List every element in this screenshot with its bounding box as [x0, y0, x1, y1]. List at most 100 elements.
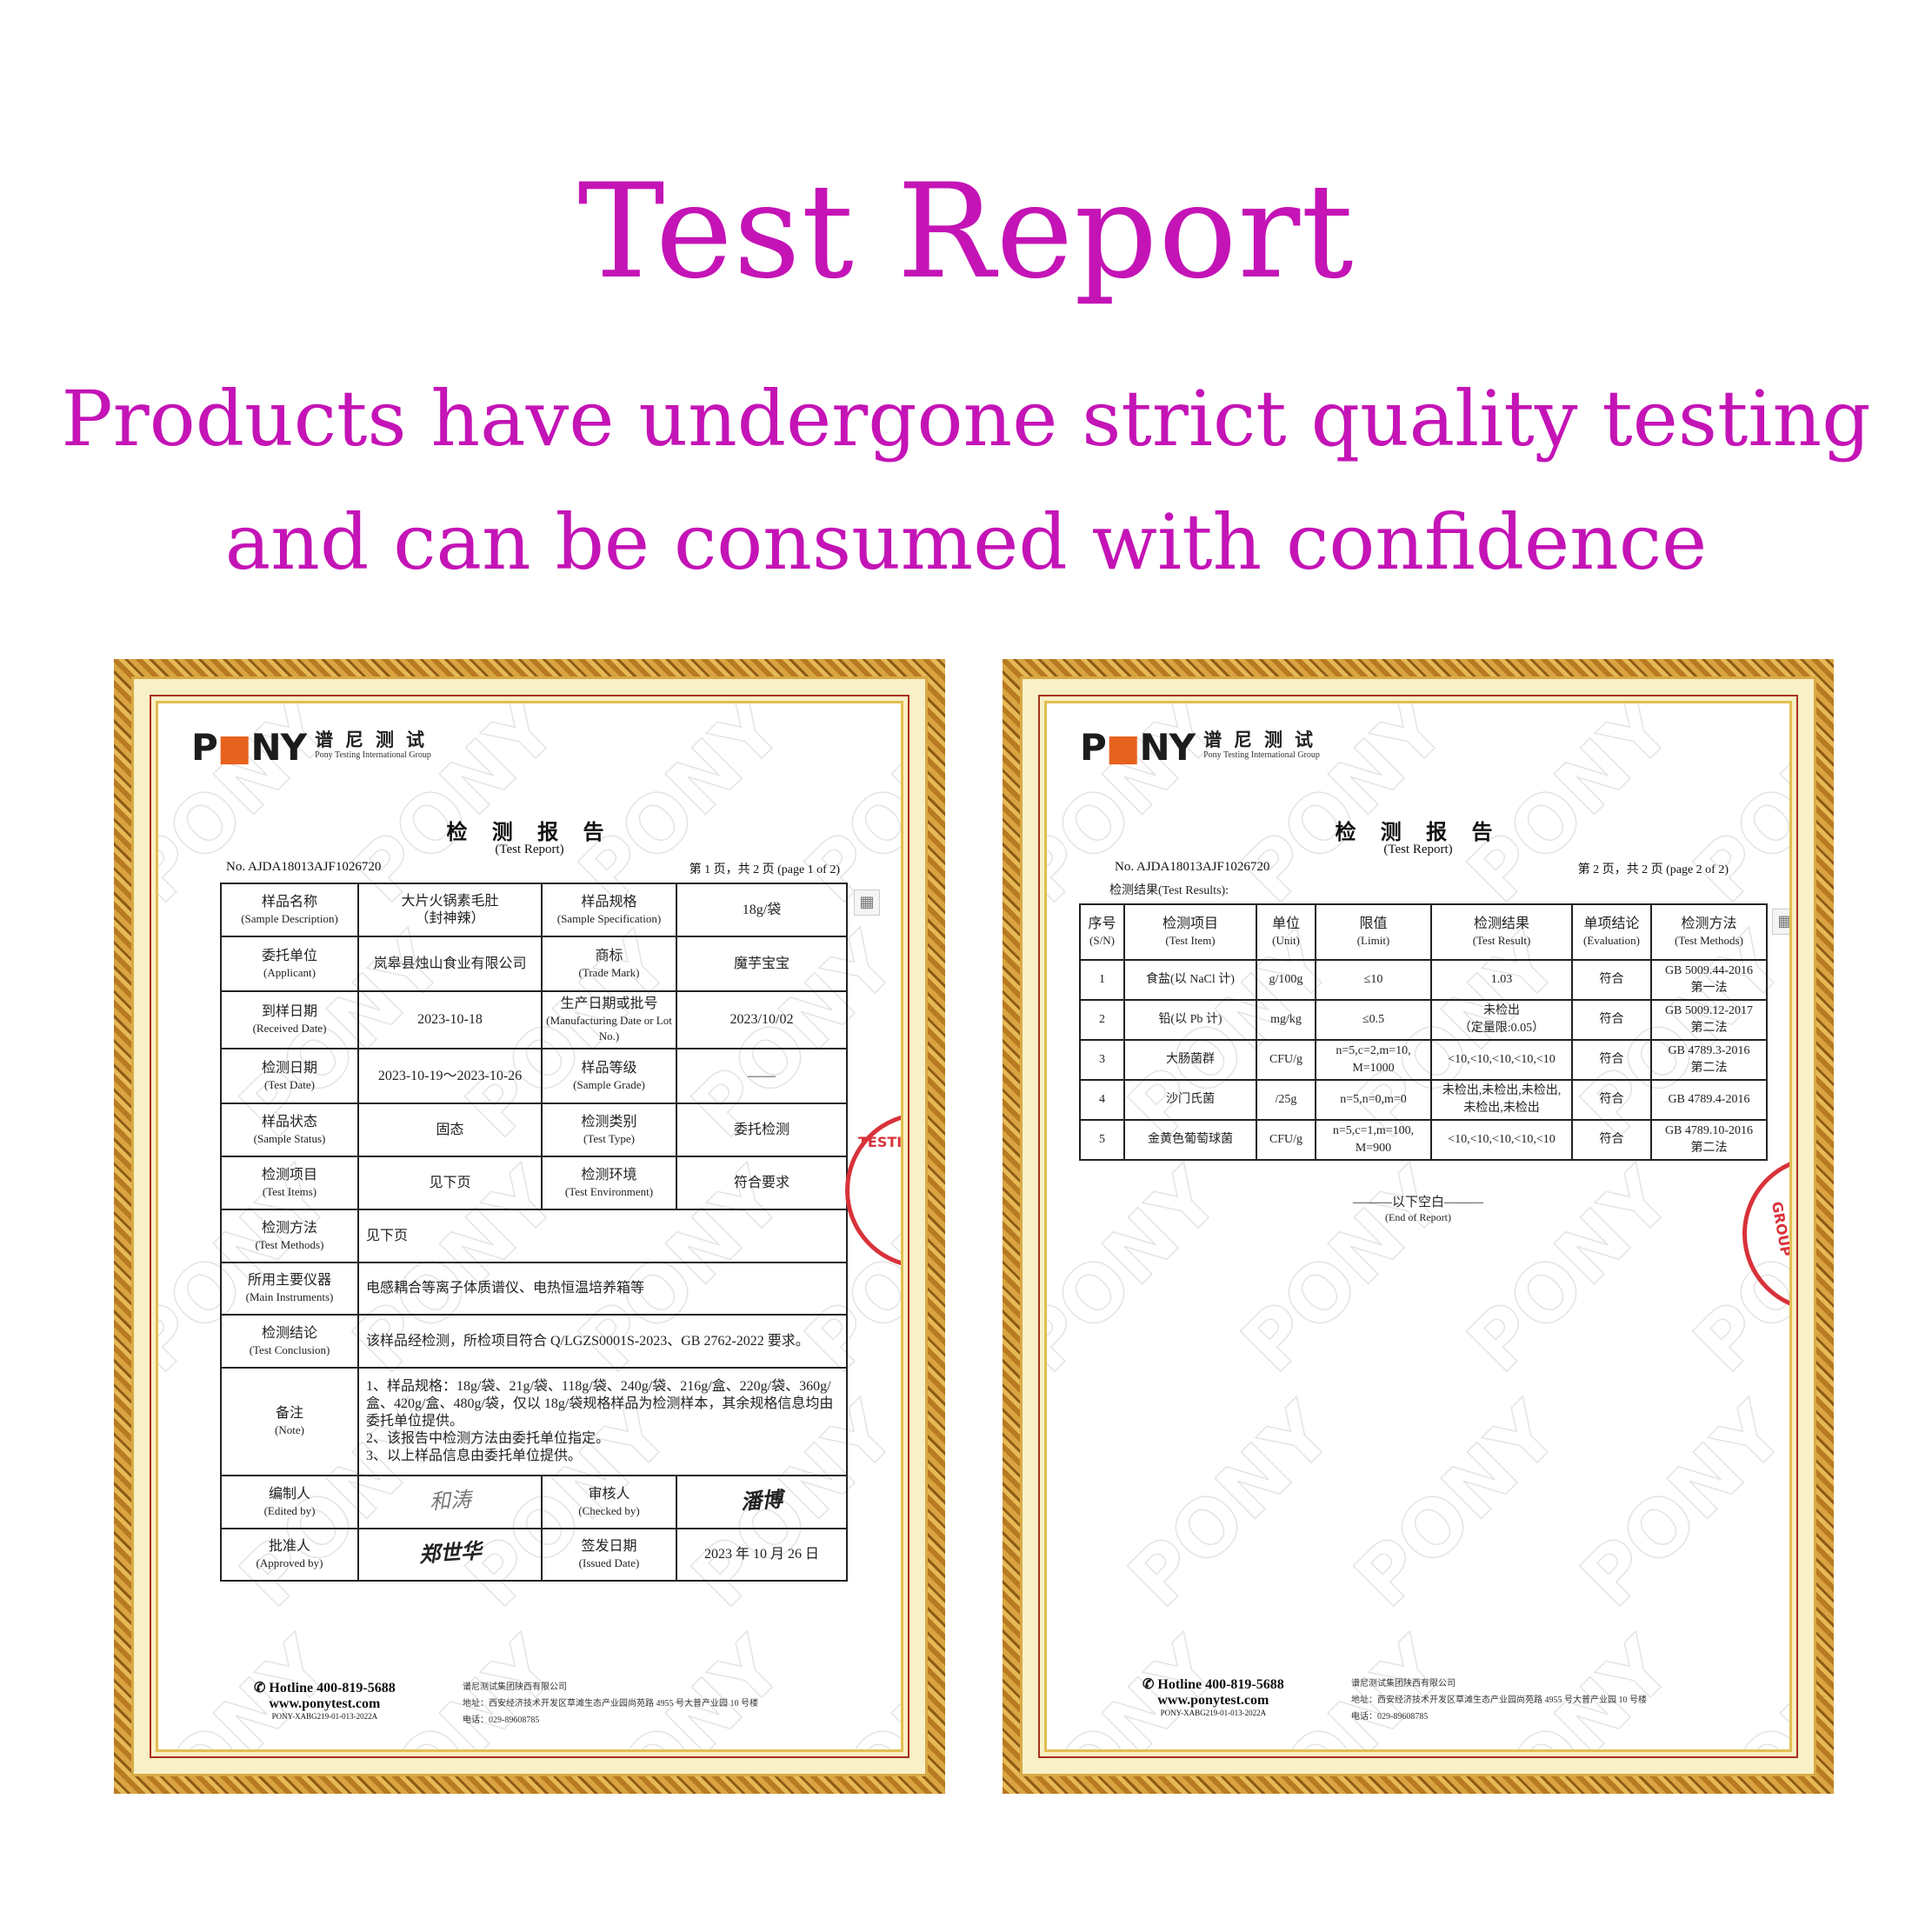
- label-en: (Main Instruments): [245, 1290, 334, 1303]
- table-cell: ≤0.5: [1315, 999, 1432, 1041]
- table-row: 检测日期 (Test Date) 2023-10-19～2023-10-26 样品等级…: [220, 1048, 848, 1104]
- report-page-1: PONY PONY PONY PONY PONY PONY PONY PONY PONY PONY…: [156, 701, 903, 1752]
- field-value: 电感耦合等离子体质谱仪、电热恒温培养箱等: [357, 1262, 848, 1316]
- cell-text: <10,<10,<10,<10,<10: [1448, 1133, 1556, 1146]
- watermark-text: PONY: [1224, 1151, 1464, 1391]
- field-value: 见下页: [357, 1156, 543, 1210]
- header-en: (Test Item): [1165, 934, 1216, 947]
- watermark-text: PONY: [1676, 1621, 1792, 1752]
- header-en: (S/N): [1089, 934, 1115, 947]
- label-cn: 检测日期: [261, 1060, 317, 1076]
- value-text: 见下页: [429, 1175, 471, 1190]
- stamp-text: GROUP: [1768, 1200, 1792, 1258]
- cell-text: 3: [1099, 1053, 1105, 1066]
- report-subtitle: (Test Report): [1383, 843, 1453, 856]
- table-cell: n=5,c=1,m=100, M=900: [1315, 1119, 1432, 1161]
- field-label: 检测结论 (Test Conclusion): [220, 1314, 359, 1369]
- table-cell: 铅(以 Pb 计): [1123, 999, 1257, 1041]
- value-text: 符合要求: [733, 1175, 789, 1190]
- scan-icon[interactable]: ▦: [1772, 909, 1789, 935]
- column-header: 单位 (Unit): [1256, 903, 1316, 961]
- cell-text: 食盐(以 NaCl 计): [1146, 973, 1235, 986]
- field-value: 魔芋宝宝: [676, 936, 848, 992]
- footer-contact: ✆ Hotline 400-819-5688 www.ponytest.com …: [1143, 1676, 1284, 1717]
- table-cell: 符合: [1571, 1119, 1652, 1161]
- cell-text: 符合: [1599, 1013, 1624, 1026]
- table-row: 到样日期 (Received Date) 2023-10-18 生产日期或批号 (Man…: [220, 990, 848, 1049]
- scan-icon[interactable]: ▦: [854, 889, 880, 916]
- cell-text: mg/kg: [1270, 1013, 1302, 1026]
- label-cn: 检测类别: [581, 1114, 637, 1129]
- column-header: 检测方法 (Test Methods): [1650, 903, 1768, 961]
- watermark-text: PONY: [1789, 916, 1792, 1156]
- cell-text: n=5,n=0,m=0: [1340, 1093, 1407, 1106]
- header-cn: 单项结论: [1583, 916, 1640, 931]
- field-label: 检测方法 (Test Methods): [220, 1209, 359, 1263]
- table-cell: 3: [1079, 1039, 1125, 1081]
- website-link[interactable]: www.ponytest.com: [1157, 1693, 1269, 1708]
- label-en: (Checked by): [578, 1503, 640, 1517]
- headline-subtitle-line1: Products have undergone strict quality t…: [61, 374, 1871, 463]
- value-text: 2023-10-19～2023-10-26: [377, 1068, 523, 1083]
- signature: 和涛: [428, 1486, 472, 1515]
- label-en: (Edited by): [263, 1503, 316, 1517]
- label-en: (Note): [275, 1423, 304, 1436]
- cell-text: 符合: [1599, 1133, 1624, 1146]
- phone: 电话：029-89608785: [1351, 1712, 1429, 1722]
- watermark-text: PONY: [788, 1621, 903, 1752]
- field-label: 检测环境 (Test Environment): [541, 1156, 677, 1210]
- label-cn: 检测结论: [261, 1325, 317, 1341]
- table-cell: 未检出 （定量限:0.05）: [1430, 999, 1573, 1041]
- table-cell: CFU/g: [1256, 1039, 1316, 1081]
- field-value: 符合要求: [676, 1156, 848, 1210]
- phone: 电话：029-89608785: [463, 1715, 540, 1725]
- label-cn: 备注: [275, 1406, 303, 1421]
- field-label: 检测日期 (Test Date): [220, 1048, 359, 1104]
- logo-en: Pony Testing International Group: [1203, 750, 1320, 760]
- stamp-text: TESTING NY: [858, 1134, 903, 1150]
- field-label: 编制人 (Edited by): [220, 1475, 359, 1529]
- header-cn: 序号: [1088, 916, 1116, 931]
- end-of-report-en: (End of Report): [1385, 1211, 1451, 1223]
- watermark-text: PONY: [1111, 1386, 1351, 1626]
- value-text: 见下页: [366, 1228, 409, 1243]
- table-cell: n=5,c=2,m=10, M=1000: [1315, 1039, 1432, 1081]
- field-label: 备注 (Note): [220, 1367, 359, 1476]
- table-cell: 1: [1079, 959, 1125, 1001]
- table-row: 5 金黄色葡萄球菌 CFU/g n=5,c=1,m=100, M=900 <10,<10…: [1079, 1119, 1768, 1161]
- value-text: 1、样品规格：18g/袋、21g/袋、118g/袋、240g/袋、216g/盒、…: [366, 1379, 834, 1463]
- cell-text: /25g: [1275, 1093, 1297, 1106]
- field-label: 签发日期 (Issued Date): [541, 1528, 677, 1582]
- end-of-report-cn: ———以下空白———: [1352, 1196, 1483, 1209]
- logo-en: Pony Testing International Group: [315, 750, 431, 760]
- cell-text: GB 4789.3-2016 第二法: [1668, 1044, 1750, 1075]
- table-cell: <10,<10,<10,<10,<10: [1430, 1039, 1573, 1081]
- website-link[interactable]: www.ponytest.com: [269, 1696, 381, 1711]
- cell-text: GB 4789.10-2016 第二法: [1664, 1124, 1754, 1155]
- watermark-text: PONY: [1450, 1151, 1690, 1391]
- cell-text: g/100g: [1269, 973, 1303, 986]
- table-cell: GB 4789.10-2016 第二法: [1650, 1119, 1768, 1161]
- table-cell: /25g: [1256, 1079, 1316, 1121]
- table-cell: GB 4789.3-2016 第二法: [1650, 1039, 1768, 1081]
- field-label: 审核人 (Checked by): [541, 1475, 677, 1529]
- label-en: (Sample Status): [253, 1131, 326, 1145]
- table-row: 所用主要仪器 (Main Instruments) 电感耦合等离子体质谱仪、电热恒温…: [220, 1262, 848, 1316]
- headline-title: Test Report: [577, 157, 1355, 308]
- sample-info-table: 样品名称 (Sample Description) 大片火锅素毛肚 （封神辣） 样品规…: [220, 883, 848, 1582]
- label-en: (Sample Specification): [556, 911, 662, 925]
- column-header: 单项结论 (Evaluation): [1571, 903, 1652, 961]
- value-text: 2023/10/02: [729, 1012, 794, 1027]
- field-label: 样品等级 (Sample Grade): [541, 1048, 677, 1104]
- signature: 郑世华: [417, 1537, 483, 1568]
- table-cell: ≤10: [1315, 959, 1432, 1001]
- report-title: 检 测 报 告: [1335, 819, 1502, 844]
- table-row: 样品名称 (Sample Description) 大片火锅素毛肚 （封神辣） 样品规…: [220, 883, 848, 937]
- value-text: 18g/袋: [742, 902, 782, 917]
- red-seal-stamp: GROUP: [1742, 1156, 1792, 1312]
- watermark-text: PONY: [1044, 1151, 1237, 1391]
- header-en: (Evaluation): [1583, 934, 1640, 947]
- table-row: 批准人 (Approved by) 郑世华 签发日期 (Issued Date) 2023…: [220, 1528, 848, 1582]
- cell-text: ≤10: [1363, 973, 1383, 986]
- cell-text: 2: [1099, 1013, 1105, 1026]
